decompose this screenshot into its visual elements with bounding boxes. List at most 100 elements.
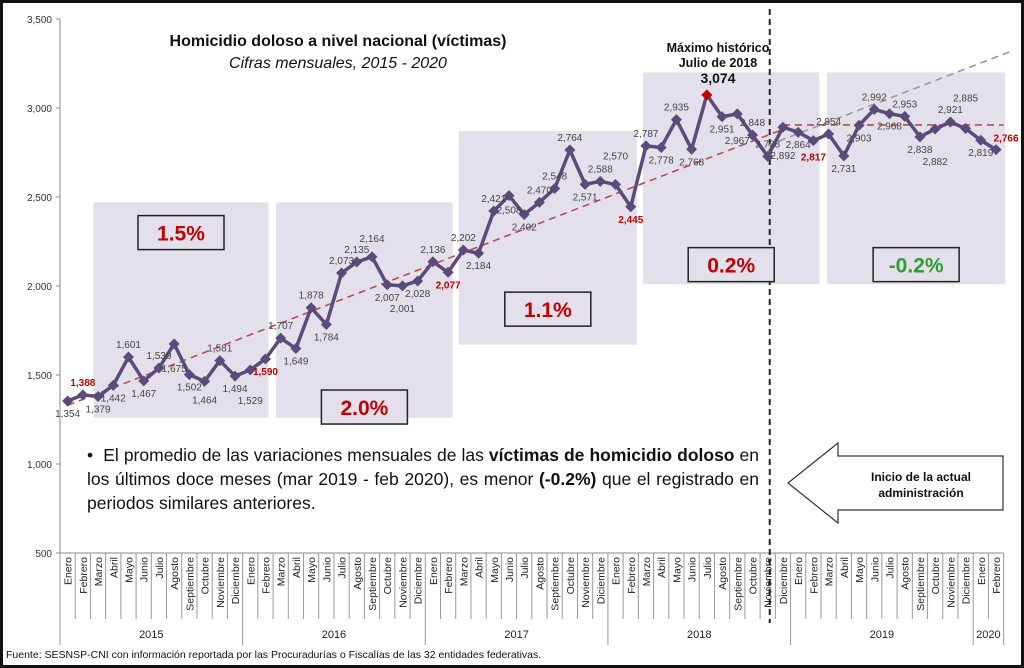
year-label: 2015 xyxy=(139,629,163,641)
month-label: Septiembre xyxy=(732,557,744,611)
data-point xyxy=(320,318,332,330)
variation-box xyxy=(504,291,592,327)
data-point xyxy=(655,142,667,154)
month-label: Junio xyxy=(869,557,881,582)
data-label: 2,766 xyxy=(994,134,1019,145)
data-label: 2,421 xyxy=(481,194,506,205)
trend-line xyxy=(67,128,784,407)
month-label: Noviembre xyxy=(215,557,227,608)
month-label: Febrero xyxy=(260,557,272,594)
data-label: 2,819 xyxy=(968,148,993,159)
data-point xyxy=(92,391,104,403)
data-label: 2,077 xyxy=(436,280,461,291)
month-label: Octubre xyxy=(565,557,577,595)
month-label: Diciembre xyxy=(595,557,607,604)
data-label: 1,388 xyxy=(70,378,95,389)
month-label: Abril xyxy=(291,557,303,578)
data-label: 1,590 xyxy=(253,367,278,378)
chart-title: Homicidio doloso a nivel nacional (vícti… xyxy=(169,33,507,50)
data-label: 1,878 xyxy=(299,291,324,302)
data-point xyxy=(899,110,911,122)
data-label: 2,787 xyxy=(633,129,658,140)
month-label: Julio xyxy=(337,557,349,579)
month-label: Agosto xyxy=(352,557,364,590)
arrow-label-line2: administración xyxy=(878,486,964,500)
month-label: Marzo xyxy=(276,557,288,586)
summary-note: • El promedio de las variaciones mensual… xyxy=(87,445,760,513)
y-tick-label: 500 xyxy=(35,549,52,560)
trend-line xyxy=(767,50,1012,147)
month-label: Julio xyxy=(519,557,531,579)
data-label: 2,864 xyxy=(786,140,811,151)
peak-value: 3,074 xyxy=(700,70,736,86)
arrow-label-line1: Inicio de la actual xyxy=(870,470,972,484)
month-label: Agosto xyxy=(534,557,546,590)
data-point xyxy=(138,375,150,387)
month-label: Enero xyxy=(611,557,623,585)
month-label: Noviembre xyxy=(397,557,409,608)
data-point xyxy=(275,332,287,344)
data-label: 1,539 xyxy=(146,351,171,362)
data-label: 2,135 xyxy=(344,245,369,256)
data-label: 2,570 xyxy=(603,152,628,163)
note-part3: que el registrado en periodos similares … xyxy=(87,469,759,513)
data-point xyxy=(351,256,363,268)
data-point xyxy=(533,196,545,208)
data-point xyxy=(944,116,956,128)
data-point xyxy=(290,342,302,354)
y-tick-label: 3,500 xyxy=(27,15,52,26)
month-label: Junio xyxy=(504,557,516,582)
data-point xyxy=(214,355,226,367)
data-point xyxy=(62,395,74,407)
month-label: Abril xyxy=(656,557,668,578)
month-label: Mayo xyxy=(123,557,135,583)
data-label: 2,136 xyxy=(420,245,445,256)
data-point xyxy=(853,119,865,131)
data-label: 2,588 xyxy=(588,164,613,175)
month-label: Noviembre xyxy=(945,557,957,608)
month-label: Enero xyxy=(428,557,440,585)
data-point xyxy=(77,389,89,401)
chart-subtitle: Cifras mensuales, 2015 - 2020 xyxy=(229,55,447,72)
data-label: 1,354 xyxy=(55,409,80,420)
month-label: Agosto xyxy=(169,557,181,590)
year-label: 2018 xyxy=(687,629,711,641)
data-label: 2,854 xyxy=(816,117,841,128)
month-label: Julio xyxy=(702,557,714,579)
month-label: Julio xyxy=(884,557,896,579)
variation-box xyxy=(320,389,409,425)
data-point xyxy=(168,338,180,350)
month-label: Julio xyxy=(154,557,166,579)
data-point xyxy=(305,302,317,314)
data-label: 2,571 xyxy=(573,192,598,203)
data-point xyxy=(153,362,165,374)
data-label: 2,848 xyxy=(740,118,765,129)
data-point xyxy=(244,364,256,376)
y-tick-label: 1,500 xyxy=(27,371,52,382)
data-label: 1,464 xyxy=(192,395,217,406)
month-label: Mayo xyxy=(489,557,501,583)
data-point xyxy=(457,244,469,256)
data-point xyxy=(762,150,774,162)
data-point xyxy=(807,135,819,147)
month-label: Enero xyxy=(63,557,75,585)
data-point xyxy=(564,144,576,156)
data-point xyxy=(229,370,241,382)
year-label: 2017 xyxy=(504,629,528,641)
year-label: 2019 xyxy=(870,629,894,641)
data-label: 2,548 xyxy=(542,171,567,182)
data-point xyxy=(747,129,759,141)
data-label: 1,379 xyxy=(86,405,111,416)
month-label: Octubre xyxy=(748,557,760,595)
period-shade xyxy=(276,202,453,418)
data-point xyxy=(412,275,424,287)
month-label: Junio xyxy=(139,557,151,582)
data-label: 2,731 xyxy=(831,164,856,175)
data-label: 2,768 xyxy=(679,157,704,168)
month-label: Febrero xyxy=(808,557,820,594)
administration-start-label: Inicio de la actual administración xyxy=(841,469,1001,501)
data-label: 2,921 xyxy=(938,105,963,116)
data-point xyxy=(777,121,789,133)
data-label: 1,601 xyxy=(116,340,141,351)
month-label: Septiembre xyxy=(550,557,562,611)
